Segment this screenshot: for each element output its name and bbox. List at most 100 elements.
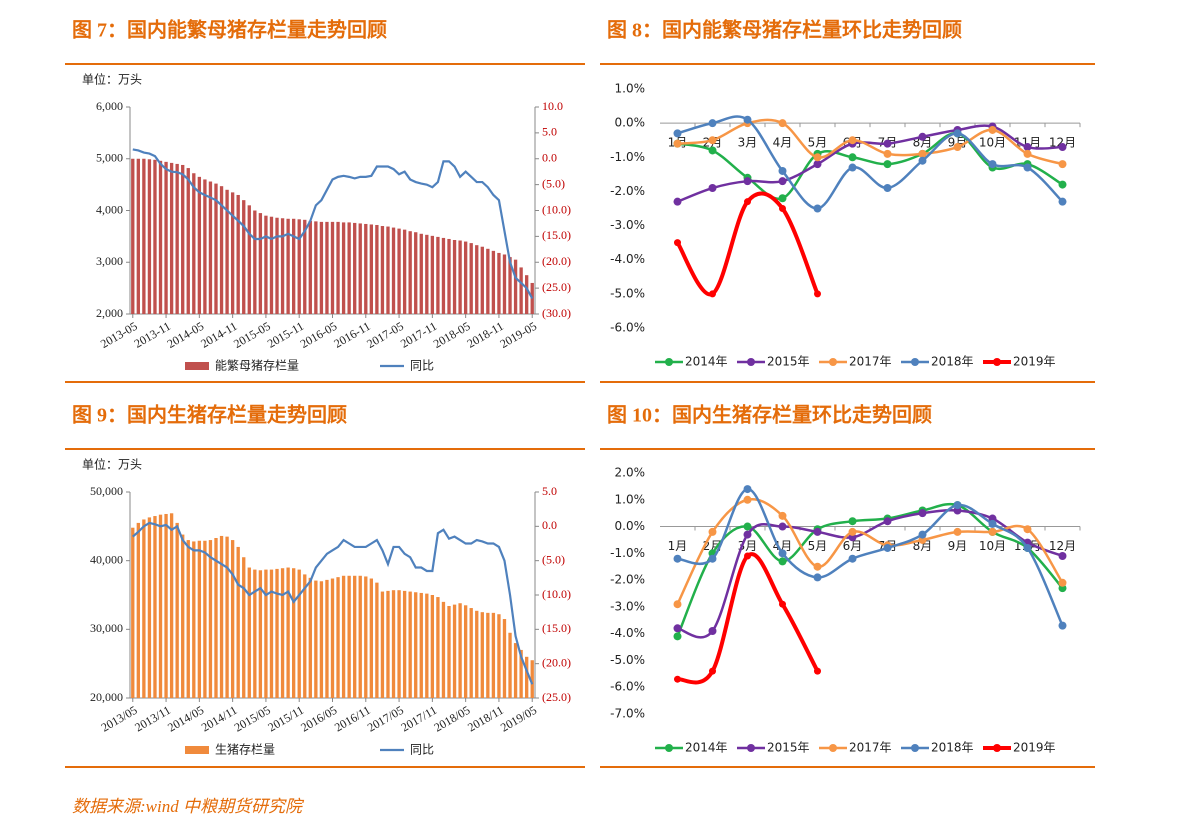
bar: [142, 158, 146, 314]
point: [708, 119, 717, 128]
point: [883, 184, 892, 193]
point: [708, 626, 717, 635]
y2-tick-label: (15.0): [542, 621, 571, 635]
bar: [297, 219, 301, 314]
y-tick-label: -1.0%: [610, 150, 645, 164]
point: [673, 129, 682, 138]
x-tick-label: 2018/05: [431, 703, 472, 735]
bar: [247, 567, 251, 698]
y-tick-label: 20,000: [90, 690, 123, 704]
point: [743, 177, 752, 186]
bar: [280, 218, 285, 314]
bar: [375, 224, 379, 314]
bar: [181, 534, 185, 698]
legend-marker: [665, 358, 673, 366]
point: [918, 132, 927, 141]
point: [778, 557, 787, 566]
point: [953, 143, 962, 152]
y2-tick-label: (15.0): [542, 228, 571, 242]
bar: [203, 540, 207, 698]
series-line: [677, 552, 820, 685]
bar: [136, 522, 140, 698]
bar: [236, 194, 240, 314]
point: [848, 153, 857, 162]
legend-label: 2017年: [849, 741, 892, 755]
y-tick-label: -2.0%: [610, 573, 645, 587]
bar: [303, 574, 307, 698]
point: [1023, 143, 1032, 152]
bar: [208, 181, 213, 314]
bar: [242, 200, 246, 314]
bar: [314, 580, 318, 698]
y2-tick-label: (10.0): [542, 202, 571, 216]
point: [1058, 160, 1067, 169]
y2-tick-label: 5.0: [542, 125, 557, 139]
bar: [386, 226, 390, 314]
bar: [475, 610, 479, 698]
bar: [447, 238, 451, 314]
bar: [192, 173, 196, 314]
bar: [147, 159, 152, 314]
point: [883, 139, 892, 148]
bar: [136, 158, 140, 314]
point: [708, 184, 717, 193]
bar: [502, 254, 507, 314]
bar: [330, 221, 335, 314]
bar: [441, 237, 446, 314]
point: [1058, 197, 1067, 206]
x-tick-label: 2016/05: [298, 703, 339, 735]
bar: [414, 232, 418, 314]
bar: [242, 557, 246, 698]
legend-marker: [911, 744, 919, 752]
point: [743, 522, 752, 531]
point: [918, 530, 927, 539]
bar: [430, 595, 435, 698]
bar: [253, 210, 257, 314]
point: [918, 156, 927, 165]
bar: [497, 614, 501, 698]
legend-marker: [829, 744, 837, 752]
x-tick-label: 2017/05: [365, 703, 406, 735]
point: [1023, 149, 1032, 158]
bar: [214, 183, 218, 314]
bar: [341, 575, 346, 698]
y2-tick-label: (30.0): [542, 306, 571, 320]
bar: [186, 168, 190, 314]
y-tick-label: 30,000: [90, 621, 123, 635]
legend-marker: [665, 744, 673, 752]
bar: [369, 224, 373, 314]
legend-label: 2018年: [931, 355, 974, 369]
x-tick-label: 2016/11: [332, 703, 373, 735]
bar: [436, 597, 440, 698]
bar: [336, 221, 340, 314]
point: [814, 290, 821, 298]
point: [743, 115, 752, 124]
point: [988, 527, 997, 536]
point: [883, 543, 892, 552]
x-tick-label: 2015-11: [265, 319, 306, 351]
bar: [308, 577, 312, 698]
x-tick-label: 11月: [1014, 136, 1041, 150]
bar: [147, 517, 152, 698]
x-tick-label: 5月: [808, 539, 828, 553]
point: [848, 517, 857, 526]
y-tick-label: 2.0%: [615, 466, 646, 480]
point: [674, 239, 681, 247]
y-tick-label: -6.0%: [610, 680, 645, 694]
y-tick-label: 5,000: [96, 151, 123, 165]
bar: [225, 536, 229, 698]
bar: [153, 516, 157, 698]
bar: [303, 219, 307, 314]
y2-tick-label: (25.0): [542, 280, 571, 294]
bar: [353, 575, 357, 698]
chart-title: 图 10：国内生猪存栏量环比走势回顾: [607, 403, 932, 427]
bar: [308, 220, 312, 314]
x-tick-label: 8月: [913, 136, 933, 150]
bar: [153, 159, 157, 314]
y-tick-label: 2,000: [96, 306, 123, 320]
point: [813, 204, 822, 213]
y-tick-label: 0.0%: [615, 519, 646, 533]
x-tick-label: 2016-05: [298, 319, 340, 351]
point: [988, 519, 997, 528]
x-tick-label: 4月: [773, 136, 793, 150]
